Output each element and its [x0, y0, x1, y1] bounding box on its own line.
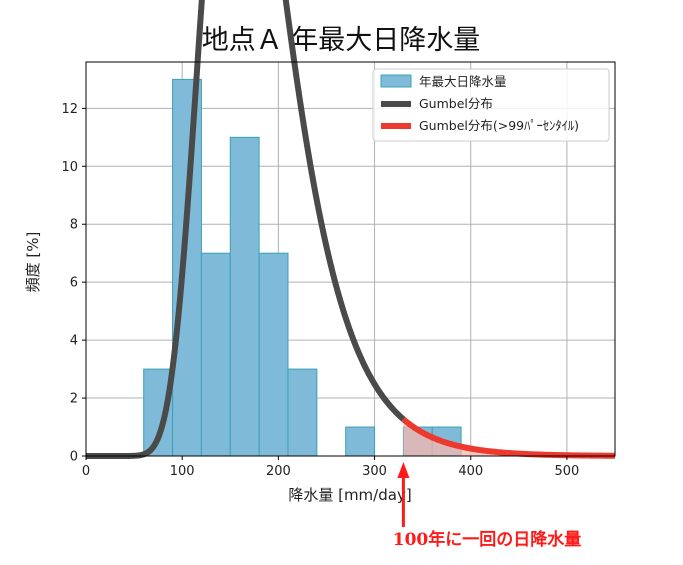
x-tick-label: 500 — [554, 464, 579, 479]
annotation-arrow-head — [397, 462, 410, 478]
legend: 年最大日降水量 Gumbel分布 Gumbel分布(>99ﾊﾟｰｾﾝﾀｲﾙ) — [372, 68, 610, 142]
legend-label-histogram: 年最大日降水量 — [419, 74, 507, 89]
annotation: 100年に一回の日降水量 — [393, 462, 582, 550]
histogram-bar — [258, 252, 289, 457]
y-tick-label: 4 — [70, 334, 78, 349]
legend-swatch-histogram — [380, 74, 412, 88]
annotation-text: 100年に一回の日降水量 — [393, 529, 582, 550]
x-tick-label: 100 — [170, 464, 195, 479]
y-tick-label: 6 — [70, 276, 78, 291]
x-tick-label: 400 — [458, 464, 483, 479]
x-tick-label: 300 — [362, 464, 387, 479]
y-tick-label: 0 — [70, 450, 78, 465]
histogram-bar — [287, 368, 318, 457]
ticks: 0 100 200 300 400 500 0 2 4 6 8 10 12 — [61, 102, 579, 479]
plot-frame — [85, 61, 616, 457]
y-axis-label: 頻度 [%] — [24, 232, 42, 293]
histogram-bar — [345, 426, 376, 457]
histogram-bars — [143, 78, 462, 457]
gumbel-curves — [83, 0, 618, 459]
legend-label-gumbel-tail: Gumbel分布(>99ﾊﾟｰｾﾝﾀｲﾙ) — [419, 118, 579, 133]
x-axis-label: 降水量 [mm/day] — [288, 486, 411, 504]
legend-box — [372, 68, 610, 142]
gumbel-tail-curve — [401, 416, 618, 459]
x-tick-label: 200 — [266, 464, 291, 479]
x-tick-label: 0 — [82, 464, 90, 479]
histogram-bar — [229, 136, 260, 457]
y-tick-label: 10 — [61, 160, 78, 175]
chart-title: 地点Ａ 年最大日降水量 — [202, 25, 481, 56]
y-tick-label: 2 — [70, 392, 78, 407]
histogram-bar — [172, 78, 202, 457]
histogram-bar — [200, 252, 231, 457]
gumbel-curve — [83, 0, 406, 459]
y-tick-label: 8 — [70, 218, 78, 233]
y-tick-label: 12 — [61, 102, 78, 117]
legend-label-gumbel: Gumbel分布 — [419, 96, 493, 111]
